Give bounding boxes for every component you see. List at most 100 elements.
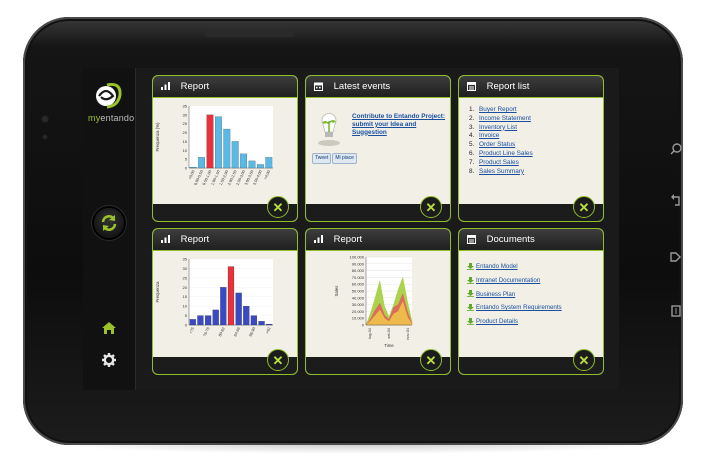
document-link[interactable]: Entando System Requirements xyxy=(476,304,562,312)
item-number: 1. xyxy=(469,106,475,113)
document-item[interactable]: Entando Model xyxy=(467,261,603,275)
widget-footer xyxy=(306,204,450,221)
report-link[interactable]: Sales Summary xyxy=(479,167,525,175)
histogram-bar xyxy=(257,164,264,169)
widget-footer xyxy=(153,357,297,374)
widget-title: Report list xyxy=(486,81,530,92)
widget-footer xyxy=(153,204,297,221)
entando-logo-icon[interactable] xyxy=(93,80,123,110)
x-tick-label: 76-78 xyxy=(203,327,211,337)
gear-icon[interactable] xyxy=(101,352,117,368)
menu-key-icon[interactable] xyxy=(666,303,686,323)
widget-title: Report xyxy=(180,81,210,92)
widget-footer xyxy=(306,357,450,374)
document-link[interactable]: Product Details xyxy=(476,318,518,326)
download-icon xyxy=(467,262,474,270)
close-button[interactable]: ✕ xyxy=(420,196,442,218)
x-tick-label: 0,00-0,50 xyxy=(194,170,204,186)
histogram-bar xyxy=(258,321,265,326)
sync-button[interactable] xyxy=(94,208,124,238)
social-buttons: Tweet Mi piace xyxy=(312,153,358,164)
histogram-bar xyxy=(198,157,205,169)
report-link[interactable]: Product Sales xyxy=(479,158,519,166)
document-item[interactable]: Intranet Documentation xyxy=(467,275,603,289)
document-link[interactable]: Entando Model xyxy=(476,263,518,270)
widget-header: Report xyxy=(153,229,297,251)
document-item[interactable]: Product Details xyxy=(467,316,603,330)
x-tick-label: lug-04 xyxy=(368,328,372,339)
histogram-bar xyxy=(206,114,214,169)
y-tick-label: 70.000 xyxy=(352,275,365,280)
search-key-icon[interactable] xyxy=(666,141,686,161)
histogram-bar xyxy=(223,128,231,169)
x-tick-label: 88-90 xyxy=(249,327,257,337)
widget-body: Contribute to Entando Project: submit yo… xyxy=(306,98,450,204)
document-item[interactable]: Business Plan xyxy=(467,289,603,303)
list-item: 3. Inventory List xyxy=(469,124,603,133)
report-link[interactable]: Buyer Report xyxy=(479,106,517,113)
widget-body: 1. Buyer Report 2. Income Statement 3. Inve… xyxy=(459,98,603,204)
x-tick-label: <0,00 xyxy=(188,170,196,180)
close-button[interactable]: ✕ xyxy=(573,196,595,218)
close-button[interactable]: ✕ xyxy=(267,196,289,218)
event-link[interactable]: Contribute to Entando Project: submit yo… xyxy=(352,113,446,136)
report-link[interactable]: Order Status xyxy=(479,141,516,149)
widget-header: Report xyxy=(153,76,297,98)
y-tick-label: 20.000 xyxy=(352,309,365,314)
widget-title: Latest events xyxy=(333,81,391,92)
item-number: 4. xyxy=(469,132,475,140)
document-link[interactable]: Business Plan xyxy=(476,290,516,298)
report-link[interactable]: Income Statement xyxy=(479,114,531,122)
light-sensor xyxy=(42,134,48,140)
x-tick-label: 1,00-1,50 xyxy=(210,170,220,186)
y-tick-label: 35 xyxy=(183,104,188,109)
close-button[interactable]: ✕ xyxy=(267,349,289,371)
report-link[interactable]: Invoice xyxy=(479,132,500,140)
histogram-bar xyxy=(205,315,212,326)
close-button[interactable]: ✕ xyxy=(573,349,595,371)
widget-body: Entando Model Intranet Documentation Bus… xyxy=(459,251,603,357)
item-number: 2. xyxy=(469,114,475,122)
histogram-bar xyxy=(243,306,250,326)
area-series xyxy=(365,301,413,326)
bar-chart-icon xyxy=(161,82,170,91)
home-icon[interactable] xyxy=(101,320,117,336)
x-tick-label: 2,00-2,50 xyxy=(227,170,237,186)
report-link[interactable]: Product Line Sales xyxy=(479,149,533,157)
y-tick-label: 30.000 xyxy=(352,302,365,307)
y-tick-label: 35 xyxy=(183,257,188,262)
facebook-like-button[interactable]: Mi piace xyxy=(332,153,357,164)
bar-chart-icon xyxy=(314,235,323,244)
y-axis-label: Frequenza xyxy=(155,281,160,303)
y-tick-label: 10 xyxy=(183,304,188,309)
y-tick-label: 15 xyxy=(183,294,188,299)
report-widget-1: Report 0 5 10 15 20 25 30 35 <0,00 0,00-0,50 0,50-… xyxy=(152,75,298,222)
item-number: 8. xyxy=(469,167,475,175)
item-number: 3. xyxy=(469,123,475,131)
list-item: 2. Income Statement xyxy=(469,115,603,124)
report-link[interactable]: Inventory List xyxy=(479,123,518,131)
document-item[interactable]: Entando System Requirements xyxy=(467,302,603,316)
download-icon xyxy=(467,304,474,312)
widget-header: Latest events xyxy=(306,76,450,98)
document-icon xyxy=(467,234,476,244)
bar-chart-icon xyxy=(161,235,170,244)
list-item: 4. Invoice xyxy=(469,132,603,141)
y-tick-label: 5 xyxy=(185,157,188,162)
document-link[interactable]: Intranet Documentation xyxy=(476,276,541,284)
y-tick-label: 40.000 xyxy=(352,295,365,300)
x-tick-label: 3,00-3,50 xyxy=(244,170,254,186)
download-icon xyxy=(467,290,474,298)
home-key-icon[interactable] xyxy=(666,249,686,269)
x-tick-label: 3,50-4,00 xyxy=(252,170,262,186)
report-widget-2: Report 0 5 10 15 20 25 30 35 <75 76-78 80-82 84-86 8… xyxy=(152,228,298,375)
histogram-bar xyxy=(189,319,196,326)
list-item: 1. Buyer Report xyxy=(469,106,603,115)
back-key-icon[interactable] xyxy=(666,192,686,212)
close-button[interactable]: ✕ xyxy=(420,349,442,371)
calendar-icon xyxy=(314,82,323,91)
histogram-bar xyxy=(240,153,247,169)
y-tick-label: 50.000 xyxy=(352,289,365,294)
tweet-button[interactable]: Tweet xyxy=(312,153,332,164)
histogram-bar xyxy=(250,315,257,326)
